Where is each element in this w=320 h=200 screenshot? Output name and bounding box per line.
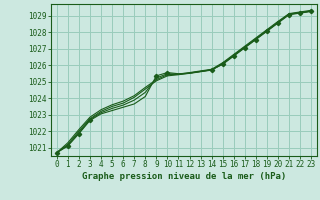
X-axis label: Graphe pression niveau de la mer (hPa): Graphe pression niveau de la mer (hPa) — [82, 172, 286, 181]
